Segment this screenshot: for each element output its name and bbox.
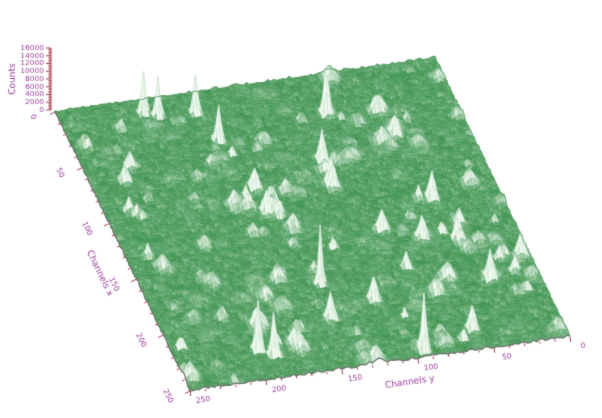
surface-plot-figure (0, 0, 602, 418)
surface-plot-canvas (0, 0, 602, 418)
